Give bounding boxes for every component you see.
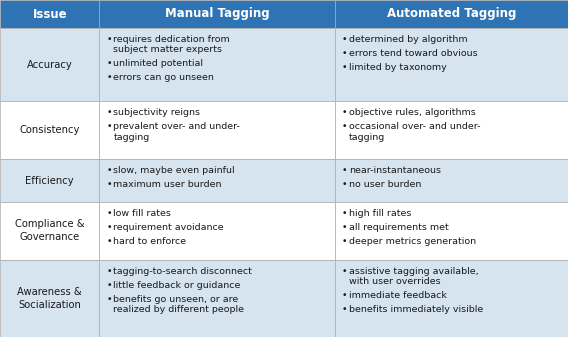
Text: little feedback or guidance: little feedback or guidance <box>114 280 241 289</box>
Text: •: • <box>106 295 112 304</box>
Bar <box>99 260 335 337</box>
Text: benefits go unseen, or are: benefits go unseen, or are <box>114 295 239 304</box>
Text: •: • <box>342 180 348 189</box>
Text: •: • <box>106 59 112 68</box>
Text: •: • <box>342 305 348 314</box>
Text: •: • <box>342 63 348 72</box>
Text: hard to enforce: hard to enforce <box>114 237 186 246</box>
Text: tagging-to-search disconnect: tagging-to-search disconnect <box>114 267 252 276</box>
Bar <box>99 202 335 260</box>
Text: Issue: Issue <box>32 7 67 21</box>
Bar <box>0 101 99 159</box>
Text: •: • <box>106 209 112 218</box>
Bar <box>0 159 99 202</box>
Text: •: • <box>106 122 112 131</box>
Bar <box>335 159 568 202</box>
Bar <box>99 0 335 28</box>
Text: •: • <box>342 35 348 44</box>
Bar <box>335 0 568 28</box>
Text: with user overrides: with user overrides <box>349 277 441 286</box>
Text: •: • <box>106 35 112 44</box>
Text: •: • <box>106 73 112 82</box>
Text: •: • <box>106 108 112 117</box>
Text: prevalent over- and under-: prevalent over- and under- <box>114 122 240 131</box>
Bar <box>0 260 99 337</box>
Text: •: • <box>342 122 348 131</box>
Text: high fill rates: high fill rates <box>349 209 411 218</box>
Text: near-instantaneous: near-instantaneous <box>349 166 441 175</box>
Text: tagging: tagging <box>349 133 385 142</box>
Text: benefits immediately visible: benefits immediately visible <box>349 305 483 314</box>
Text: tagging: tagging <box>114 133 149 142</box>
Text: •: • <box>342 108 348 117</box>
Text: Accuracy: Accuracy <box>27 60 73 70</box>
Text: all requirements met: all requirements met <box>349 222 449 232</box>
Bar <box>335 28 568 101</box>
Text: maximum user burden: maximum user burden <box>114 180 222 189</box>
Text: •: • <box>106 237 112 246</box>
Text: •: • <box>342 209 348 218</box>
Text: •: • <box>342 237 348 246</box>
Text: Efficiency: Efficiency <box>26 176 74 186</box>
Text: •: • <box>342 222 348 232</box>
Text: requires dedication from: requires dedication from <box>114 35 230 44</box>
Text: errors can go unseen: errors can go unseen <box>114 73 214 82</box>
Text: •: • <box>342 49 348 58</box>
Text: Manual Tagging: Manual Tagging <box>165 7 270 21</box>
Text: errors tend toward obvious: errors tend toward obvious <box>349 49 478 58</box>
Text: requirement avoidance: requirement avoidance <box>114 222 224 232</box>
Text: assistive tagging available,: assistive tagging available, <box>349 267 479 276</box>
Bar <box>0 202 99 260</box>
Text: subjectivity reigns: subjectivity reigns <box>114 108 201 117</box>
Bar <box>0 0 99 28</box>
Bar <box>99 28 335 101</box>
Text: Awareness &
Socialization: Awareness & Socialization <box>18 287 82 310</box>
Text: immediate feedback: immediate feedback <box>349 291 447 300</box>
Text: low fill rates: low fill rates <box>114 209 172 218</box>
Bar <box>99 101 335 159</box>
Text: •: • <box>106 267 112 276</box>
Text: •: • <box>342 291 348 300</box>
Text: realized by different people: realized by different people <box>114 305 244 314</box>
Text: slow, maybe even painful: slow, maybe even painful <box>114 166 235 175</box>
Text: •: • <box>106 166 112 175</box>
Text: Automated Tagging: Automated Tagging <box>387 7 516 21</box>
Text: determined by algorithm: determined by algorithm <box>349 35 467 44</box>
Text: Consistency: Consistency <box>19 125 80 135</box>
Bar <box>335 101 568 159</box>
Text: occasional over- and under-: occasional over- and under- <box>349 122 481 131</box>
Text: subject matter experts: subject matter experts <box>114 45 223 54</box>
Text: •: • <box>342 166 348 175</box>
Text: deeper metrics generation: deeper metrics generation <box>349 237 476 246</box>
Text: no user burden: no user burden <box>349 180 421 189</box>
Bar <box>335 202 568 260</box>
Bar <box>99 159 335 202</box>
Text: •: • <box>106 180 112 189</box>
Text: •: • <box>106 280 112 289</box>
Text: •: • <box>342 267 348 276</box>
Text: Compliance &
Governance: Compliance & Governance <box>15 219 85 242</box>
Text: unlimited potential: unlimited potential <box>114 59 203 68</box>
Bar <box>335 260 568 337</box>
Text: objective rules, algorithms: objective rules, algorithms <box>349 108 476 117</box>
Text: limited by taxonomy: limited by taxonomy <box>349 63 447 72</box>
Bar <box>0 28 99 101</box>
Text: •: • <box>106 222 112 232</box>
